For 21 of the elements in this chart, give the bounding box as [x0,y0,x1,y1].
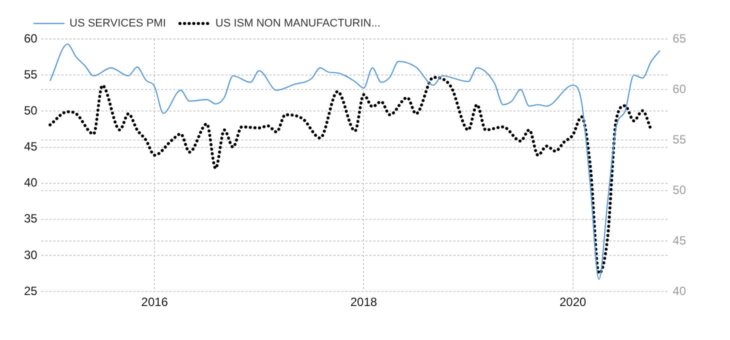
line-series [49,43,661,280]
y2-tick-label: 60 [672,82,686,96]
y-tick-label: 50 [24,103,38,118]
y2-tick-label: 50 [672,182,686,197]
line-series [48,76,653,275]
y-tick-label: 60 [24,31,38,46]
y2-tick-label: 40 [672,284,686,298]
x-tick-label: 2020 [559,295,586,310]
y-tick-label: 55 [24,67,38,82]
y-tick-label: 30 [24,248,38,262]
y2-tick-label: 55 [672,132,686,146]
y-tick-label: 45 [24,140,38,154]
x-tick-label: 2016 [141,295,168,310]
y2-tick-label: 65 [672,31,686,46]
y-tick-label: 40 [24,176,38,190]
legend-label: US SERVICES PMI [70,18,166,30]
y-tick-label: 35 [24,212,38,226]
y-tick-label: 25 [24,284,38,298]
x-tick-label: 2018 [350,295,378,310]
legend-label: US ISM NON MANUFACTURIN... [215,18,380,30]
y2-tick-label: 45 [672,233,686,248]
